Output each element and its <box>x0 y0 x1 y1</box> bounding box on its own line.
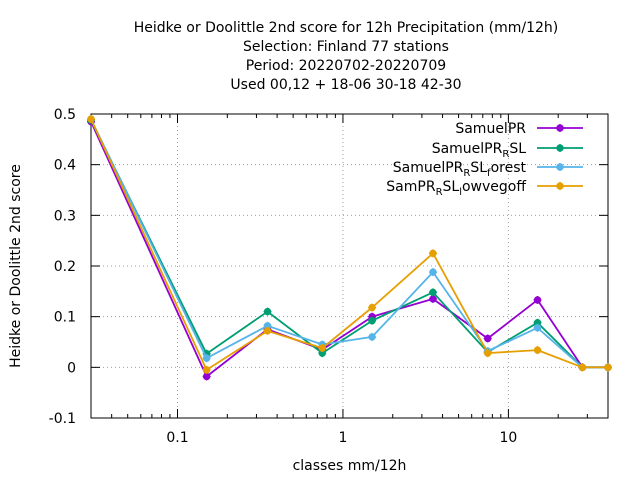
data-point <box>263 307 272 316</box>
x-tick-label: 1 <box>338 430 347 446</box>
plot-frame <box>90 113 609 419</box>
data-point <box>578 363 587 372</box>
legend-label-part: SL <box>470 160 487 176</box>
legend-entry: SamPRRSLlowvegoff <box>386 179 583 198</box>
legend-label-part: SamPR <box>386 179 436 195</box>
grid <box>91 114 608 418</box>
data-point <box>318 344 327 353</box>
legend-label-part: SamuelPR <box>432 141 503 157</box>
data-point <box>428 288 437 297</box>
series-line <box>90 118 608 369</box>
legend-label-part: SL <box>509 141 526 157</box>
series-3 <box>87 115 612 374</box>
title-line: Heidke or Doolittle 2nd score for 12h Pr… <box>134 20 559 36</box>
data-point <box>202 365 211 374</box>
x-tick-label: 0.1 <box>166 430 188 446</box>
legend-marker <box>556 182 564 190</box>
data-point <box>428 249 437 258</box>
y-tick-label: 0.3 <box>54 208 76 224</box>
legend-label-part: SamuelPR <box>455 121 526 137</box>
legend-label-part: SamuelPR <box>393 160 464 176</box>
legend-label: SamuelPRRSL <box>432 141 526 160</box>
legend-entry: SamuelPRRSL <box>432 141 583 160</box>
data-point <box>87 115 95 124</box>
legend-label: SamPRRSLlowvegoff <box>386 179 526 198</box>
chart-title: Heidke or Doolittle 2nd score for 12h Pr… <box>134 20 559 93</box>
y-tick-label: -0.1 <box>49 411 76 427</box>
series <box>87 115 612 381</box>
x-axis-label: classes mm/12h <box>293 458 407 474</box>
series-line <box>90 121 608 378</box>
series-1 <box>87 116 612 372</box>
data-point <box>368 332 377 341</box>
title-line: Selection: Finland 77 stations <box>243 39 449 55</box>
data-point <box>533 323 542 332</box>
legend-entry: SamuelPRRSLforest <box>393 160 583 179</box>
title-line: Used 00,12 + 18-06 30-18 42-30 <box>230 77 461 93</box>
y-axis-label: Heidke or Doolittle 2nd score <box>8 164 24 368</box>
y-tick-label: 0 <box>67 360 76 376</box>
title-line: Period: 20220702-20220709 <box>246 58 446 74</box>
legend-marker <box>556 144 564 152</box>
y-tick-label: 0.2 <box>54 259 76 275</box>
data-point <box>604 363 612 372</box>
legend-label: SamuelPR <box>455 121 526 137</box>
legend-label: SamuelPRRSLforest <box>393 160 527 179</box>
series-line <box>90 119 608 369</box>
data-point <box>368 316 377 325</box>
legend-label-part: owvegoff <box>462 179 526 195</box>
series-2 <box>87 115 612 372</box>
data-point <box>428 268 437 277</box>
legend-label-subscript: R <box>436 187 443 198</box>
y-tick-label: 0.5 <box>54 107 76 123</box>
legend-label-subscript: R <box>463 168 470 179</box>
data-point <box>533 346 542 355</box>
y-tick-label: 0.1 <box>54 310 76 326</box>
data-point <box>263 326 272 335</box>
data-point <box>368 303 377 312</box>
series-line <box>90 118 608 371</box>
data-point <box>483 349 492 358</box>
data-point <box>202 354 211 363</box>
legend-label-subscript: f <box>487 168 491 179</box>
legend-entry: SamuelPR <box>455 121 583 137</box>
legend-label-subscript: R <box>502 149 509 160</box>
legend-label-part: orest <box>491 160 527 176</box>
data-point <box>483 334 492 343</box>
legend-label-subscript: l <box>459 187 462 198</box>
legend: SamuelPRSamuelPRRSLSamuelPRRSLforestSamP… <box>386 121 583 198</box>
axis-ticks: -0.1 0 0.1 0.2 0.3 0.4 0.5 0.1 1 10 <box>49 107 608 446</box>
legend-marker <box>556 163 564 171</box>
y-tick-label: 0.4 <box>54 158 76 174</box>
legend-marker <box>556 124 564 132</box>
data-point <box>533 295 542 304</box>
x-tick-label: 10 <box>499 430 517 446</box>
legend-label-part: SL <box>443 179 460 195</box>
